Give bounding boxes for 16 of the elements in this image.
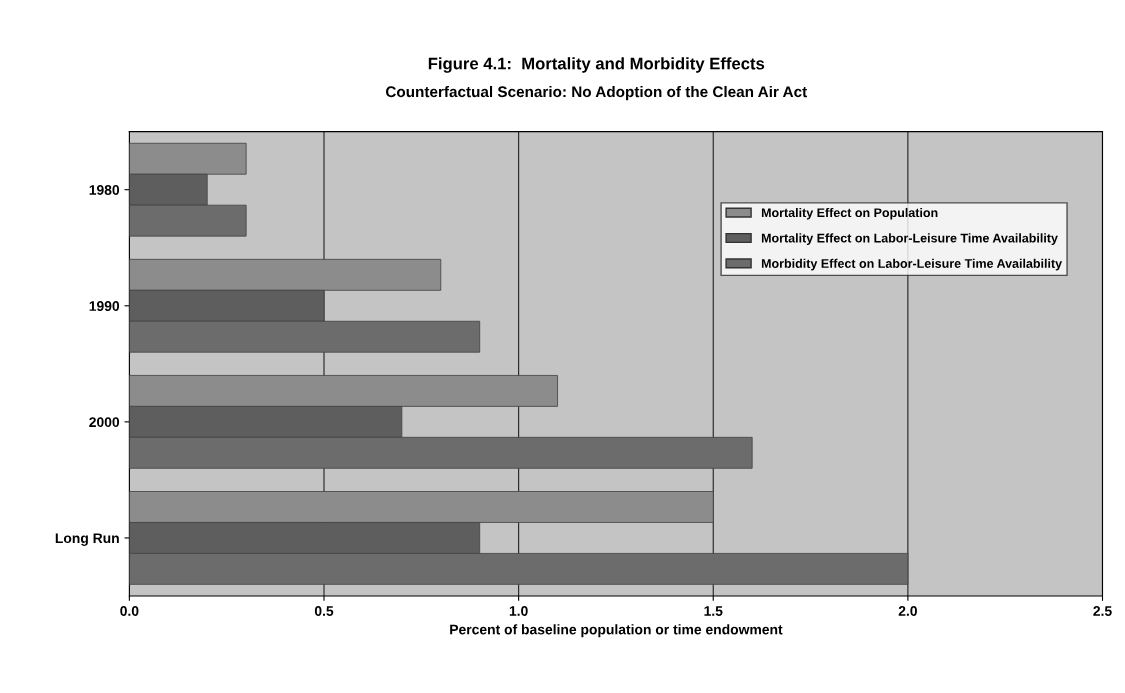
x-tick-label: 2.5 [1093,606,1112,616]
x-tick-label: 1.5 [704,606,723,616]
chart-subtitle: Counterfactual Scenario: No Adoption of the Clean Air Act [385,85,807,101]
x-tick-label: 1.0 [509,606,528,616]
legend-label: Mortality Effect on Population [761,207,938,220]
chart-title: Figure 4.1: Mortality and Morbidity Effects [428,57,765,73]
x-tick-label: 0.0 [120,606,139,616]
x-tick-label: 0.5 [314,606,334,616]
y-tick-label: 2000 [89,417,120,428]
x-tick-label: 2.0 [898,606,917,616]
x-axis-title: Percent of baseline population or time endowment [450,624,783,638]
legend-label: Morbidity Effect on Labor-Leisure Time Availability [761,258,1063,271]
y-tick-label: Long Run [55,533,119,546]
y-tick-label: 1990 [89,301,120,311]
legend-label: Mortality Effect on Labor-Leisure Time Availability [761,233,1058,245]
y-tick-label: 1980 [89,185,120,195]
